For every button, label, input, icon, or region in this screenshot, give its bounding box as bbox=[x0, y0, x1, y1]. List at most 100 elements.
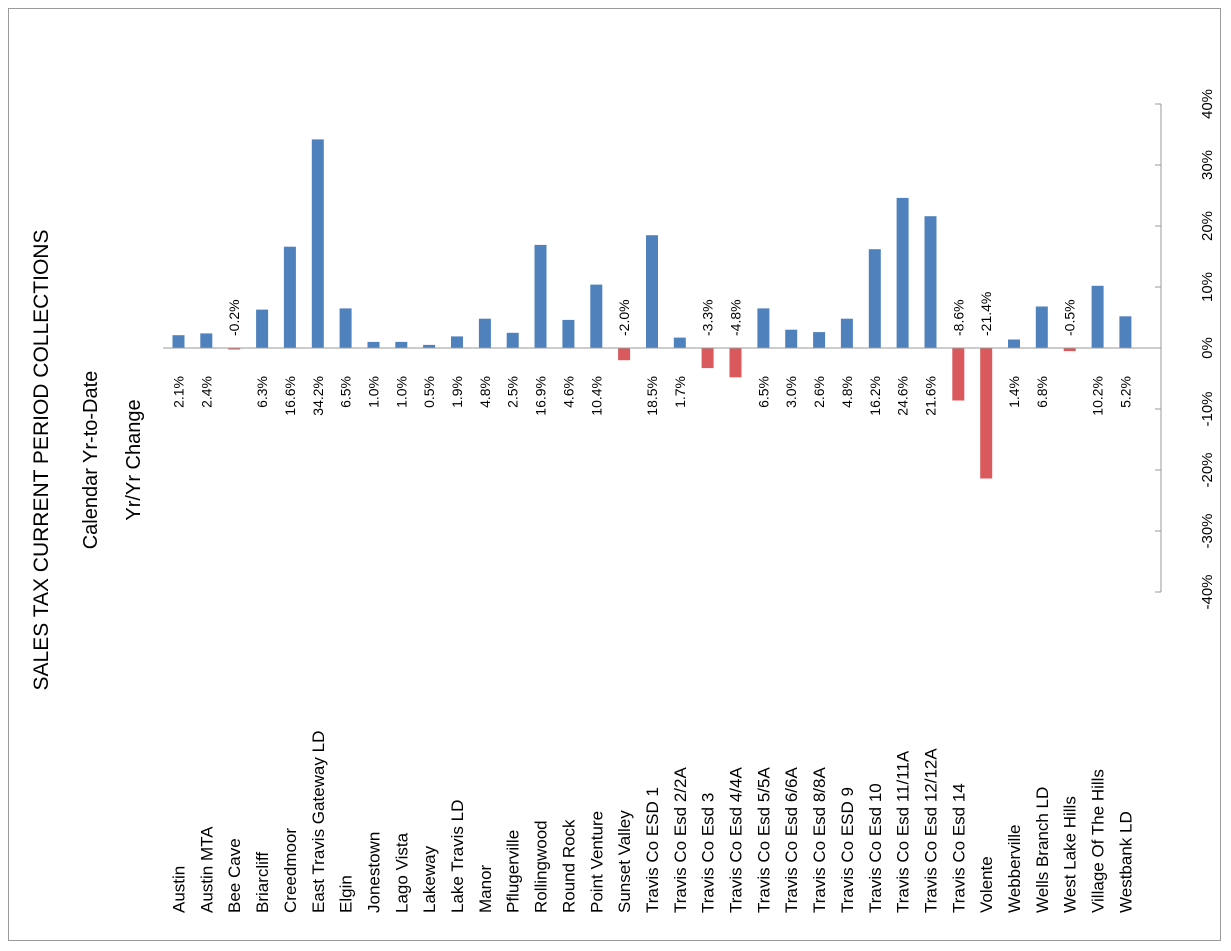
category-label: Travis Co ESD 9 bbox=[838, 787, 857, 913]
value-label: -2.0% bbox=[616, 299, 632, 336]
value-label: 24.6% bbox=[895, 376, 911, 416]
bar bbox=[478, 318, 491, 348]
value-axis: -40% -30% -20% -10% 0% 10% 20% 30% 40% bbox=[163, 89, 1216, 610]
bar bbox=[646, 235, 658, 348]
category-label: Point Venture bbox=[587, 811, 606, 913]
tick-label: 10% bbox=[1199, 272, 1216, 302]
bar bbox=[813, 332, 826, 348]
category-label: Jonestown bbox=[365, 832, 384, 913]
value-label: -8.6% bbox=[950, 299, 966, 336]
value-label: 2.5% bbox=[505, 376, 521, 408]
chart-titles: SALES TAX CURRENT PERIOD COLLECTIONS Cal… bbox=[30, 230, 145, 691]
tick-label: -20% bbox=[1199, 452, 1216, 487]
category-label: Westbank LD bbox=[1116, 811, 1135, 913]
category-label: Lakeway bbox=[420, 845, 439, 913]
bar bbox=[534, 244, 547, 348]
value-label: 1.9% bbox=[449, 376, 465, 408]
value-label: 1.0% bbox=[393, 376, 409, 408]
value-label: 3.0% bbox=[783, 376, 799, 408]
tick-label: 0% bbox=[1199, 337, 1216, 359]
category-label: Travis Co Esd 6/6A bbox=[782, 767, 801, 913]
bar bbox=[423, 344, 436, 348]
category-label: Austin MTA bbox=[197, 826, 216, 913]
value-label: 4.8% bbox=[839, 376, 855, 408]
value-label: 10.4% bbox=[588, 376, 604, 416]
value-label: -3.3% bbox=[700, 299, 716, 336]
value-label: 6.5% bbox=[338, 376, 354, 408]
value-label: 6.3% bbox=[254, 376, 270, 408]
tick-label: 20% bbox=[1199, 211, 1216, 241]
bar bbox=[172, 335, 185, 348]
value-label: 6.5% bbox=[755, 376, 771, 408]
category-label: Travis Co Esd 12/12A bbox=[922, 748, 941, 913]
category-label: Travis Co Esd 8/8A bbox=[810, 767, 829, 913]
category-label: Rollingwood bbox=[532, 820, 551, 913]
bar bbox=[729, 348, 742, 378]
bar bbox=[1091, 285, 1104, 348]
value-label: 1.0% bbox=[366, 376, 382, 408]
bar bbox=[367, 341, 380, 348]
value-label: 5.2% bbox=[1117, 376, 1133, 408]
bar bbox=[701, 348, 714, 369]
category-label: Creedmoor bbox=[281, 828, 300, 913]
bar bbox=[1063, 348, 1076, 352]
chart-subtitle-2: Yr/Yr Change bbox=[123, 399, 145, 520]
value-label: 1.7% bbox=[672, 376, 688, 408]
value-label: 4.8% bbox=[477, 376, 493, 408]
bar bbox=[673, 337, 686, 348]
category-label: Travis Co Esd 2/2A bbox=[671, 767, 690, 913]
tick-label: 30% bbox=[1199, 150, 1216, 180]
value-label: -4.8% bbox=[728, 299, 744, 336]
bar bbox=[924, 216, 937, 348]
tick-label: 40% bbox=[1199, 89, 1216, 119]
value-label: 2.4% bbox=[198, 376, 214, 408]
value-label: -0.5% bbox=[1062, 299, 1078, 336]
value-label: 2.6% bbox=[811, 376, 827, 408]
category-label: Travis Co Esd 4/4A bbox=[727, 767, 746, 913]
category-label: Sunset Valley bbox=[615, 810, 634, 913]
value-label: 6.8% bbox=[1034, 376, 1050, 408]
value-labels-group: 2.1% 2.4% -0.2% 6.3% 16.6% 34.2% 6.5% 1.0% 1.0% 0… bbox=[171, 292, 1134, 416]
chart-frame bbox=[8, 8, 1221, 941]
value-label: 1.4% bbox=[1006, 376, 1022, 408]
category-label: Lake Travis LD bbox=[448, 800, 467, 913]
bar bbox=[952, 348, 965, 401]
category-label: Austin bbox=[170, 866, 189, 913]
value-label: 16.6% bbox=[282, 376, 298, 416]
category-label: Travis Co Esd 3 bbox=[699, 793, 718, 913]
category-label: Wells Branch LD bbox=[1033, 787, 1052, 913]
value-label: 16.9% bbox=[533, 376, 549, 416]
value-label: 4.6% bbox=[560, 376, 576, 408]
bar bbox=[1008, 339, 1020, 348]
bars-group bbox=[172, 139, 1132, 479]
category-label: Webberville bbox=[1005, 824, 1024, 913]
bar bbox=[562, 319, 575, 348]
category-label: Pflugerville bbox=[504, 830, 523, 913]
category-label: Travis Co Esd 11/11A bbox=[894, 750, 913, 913]
bar bbox=[228, 348, 241, 350]
chart-title: SALES TAX CURRENT PERIOD COLLECTIONS bbox=[30, 230, 53, 691]
category-label: Travis Co Esd 14 bbox=[949, 783, 968, 913]
category-label: Travis Co Esd 10 bbox=[866, 783, 885, 913]
category-label: West Lake Hills bbox=[1061, 796, 1080, 913]
category-label: Manor bbox=[476, 864, 495, 913]
value-label: 21.6% bbox=[923, 376, 939, 416]
bar bbox=[757, 308, 770, 348]
tick-label: -30% bbox=[1199, 513, 1216, 548]
category-label: Elgin bbox=[337, 875, 356, 913]
category-label: Bee Cave bbox=[225, 838, 244, 913]
bar bbox=[451, 336, 463, 348]
value-label: 16.2% bbox=[867, 376, 883, 416]
bar bbox=[868, 249, 881, 348]
category-label: Travis Co ESD 1 bbox=[643, 787, 662, 913]
value-label: 0.5% bbox=[421, 376, 437, 408]
bar bbox=[896, 197, 909, 348]
tick-label: -10% bbox=[1199, 391, 1216, 426]
bar bbox=[395, 341, 408, 348]
category-label: Briarcliff bbox=[253, 852, 272, 913]
bar bbox=[1035, 306, 1048, 348]
value-label: 10.2% bbox=[1090, 376, 1106, 416]
category-label: Round Rock bbox=[559, 819, 578, 913]
value-label: 2.1% bbox=[171, 376, 187, 408]
bar bbox=[283, 246, 296, 348]
